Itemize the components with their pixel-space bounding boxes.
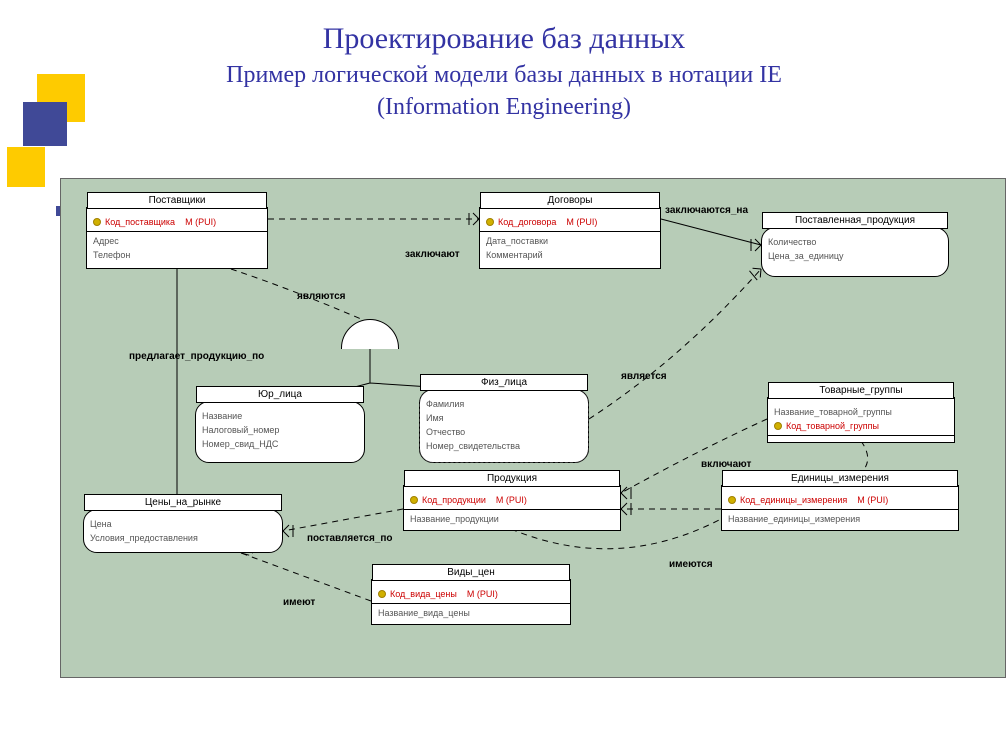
key-icon: [774, 422, 782, 430]
subtitle-2: (Information Engineering): [0, 94, 1008, 121]
key-meta: M (PUI): [566, 215, 597, 229]
edge: [283, 509, 403, 531]
key-meta: M (PUI): [185, 215, 216, 229]
attr: Условия_предоставления: [90, 531, 276, 545]
attr: Налоговый_номер: [202, 423, 358, 437]
entity-body: ЦенаУсловия_предоставления: [84, 513, 282, 549]
entity-title: Юр_лица: [196, 386, 364, 403]
attr: Количество: [768, 235, 942, 249]
entity-groups[interactable]: Товарные_группыНазвание_товарной_группыК…: [767, 397, 955, 443]
separator: [372, 603, 570, 604]
attr: Название_продукции: [410, 512, 614, 526]
relationship-label: является: [621, 371, 667, 382]
edge: [241, 553, 371, 601]
edge: [661, 219, 761, 245]
key-label: Код_продукции: [422, 493, 486, 507]
entity-suppliers[interactable]: ПоставщикиКод_поставщикаM (PUI)АдресТеле…: [86, 207, 268, 269]
separator: [87, 231, 267, 232]
key-label: Код_товарной_группы: [786, 419, 879, 433]
attr: Отчество: [426, 425, 582, 439]
relationship-label: имеют: [283, 597, 315, 608]
edge: [589, 269, 761, 419]
er-diagram: Поставщики Код_поставщика M (PUI) АдресТеле…: [60, 178, 1006, 678]
entity-body: Код_продукции M (PUI) Название_продукции: [404, 489, 620, 530]
entity-body: КоличествоЦена_за_единицу: [762, 231, 948, 267]
relationship-label: предлагает_продукцию_по: [129, 351, 264, 362]
entity-pricetypes[interactable]: Виды_ценКод_вида_ценыM (PUI)Название_вид…: [371, 579, 571, 625]
entity-contracts[interactable]: ДоговорыКод_договораM (PUI)Дата_поставки…: [479, 207, 661, 269]
key-label: Код_поставщика: [105, 215, 175, 229]
attr: Название_товарной_группы: [774, 405, 948, 419]
attr: Телефон: [93, 248, 261, 262]
subtitle-1: Пример логической модели базы данных в н…: [0, 62, 1008, 89]
attr: Название_вида_цены: [378, 606, 564, 620]
entity-title: Поставщики: [87, 192, 267, 209]
attr: Дата_поставки: [486, 234, 654, 248]
entity-body: Код_договора M (PUI) Дата_поставкиКоммента…: [480, 211, 660, 266]
entity-body: ФамилияИмяОтчествоНомер_свидетельства: [420, 393, 588, 457]
attr: Комментарий: [486, 248, 654, 262]
key-icon: [378, 590, 386, 598]
entity-title: Цены_на_рынке: [84, 494, 282, 511]
separator: [768, 435, 954, 436]
key-icon: [728, 496, 736, 504]
attr: Имя: [426, 411, 582, 425]
relationship-label: поставляется_по: [307, 533, 393, 544]
relationship-label: заключаются_на: [665, 205, 748, 216]
entity-title: Товарные_группы: [768, 382, 954, 399]
key-meta: M (PUI): [467, 587, 498, 601]
attr: Название_единицы_измерения: [728, 512, 952, 526]
relationship-label: заключают: [405, 249, 460, 260]
entity-title: Единицы_измерения: [722, 470, 958, 487]
entity-units[interactable]: Единицы_измеренияКод_единицы_измеренияM …: [721, 485, 959, 531]
entity-prices[interactable]: Цены_на_рынкеЦенаУсловия_предоставления: [83, 509, 283, 553]
page-title: Проектирование баз данных: [0, 22, 1008, 56]
attr-key: Код_товарной_группы: [774, 419, 948, 433]
entity-title: Поставленная_продукция: [762, 212, 948, 229]
attr: Цена: [90, 517, 276, 531]
entity-title: Физ_лица: [420, 374, 588, 391]
attr-key: Код_договора M (PUI): [486, 215, 654, 229]
key-label: Код_договора: [498, 215, 556, 229]
key-meta: M (PUI): [857, 493, 888, 507]
separator: [480, 231, 660, 232]
entity-body: Название_товарной_группыКод_товарной_гру…: [768, 401, 954, 442]
separator: [404, 509, 620, 510]
entity-body: НазваниеНалоговый_номерНомер_свид_НДС: [196, 405, 364, 455]
relationship-label: являются: [297, 291, 346, 302]
attr-key: Код_вида_цены M (PUI): [378, 587, 564, 601]
crowsfoot-icon: [283, 525, 293, 537]
entity-title: Виды_цен: [372, 564, 570, 581]
entity-body: Код_поставщика M (PUI) АдресТелефон: [87, 211, 267, 266]
key-label: Код_вида_цены: [390, 587, 457, 601]
relationship-label: имеются: [669, 559, 713, 570]
attr: Фамилия: [426, 397, 582, 411]
key-icon: [486, 218, 494, 226]
separator: [722, 509, 958, 510]
attr-key: Код_поставщика M (PUI): [93, 215, 261, 229]
attr: Название: [202, 409, 358, 423]
key-icon: [93, 218, 101, 226]
entity-title: Продукция: [404, 470, 620, 487]
attr: Цена_за_единицу: [768, 249, 942, 263]
attr-key: Код_единицы_измерения M (PUI): [728, 493, 952, 507]
entity-person[interactable]: Физ_лицаФамилияИмяОтчествоНомер_свидетел…: [419, 389, 589, 463]
attr: Номер_свидетельства: [426, 439, 582, 453]
attr: Адрес: [93, 234, 261, 248]
entity-delivered[interactable]: Поставленная_продукцияКоличествоЦена_за_…: [761, 227, 949, 277]
entity-products[interactable]: ПродукцияКод_продукцииM (PUI)Название_пр…: [403, 485, 621, 531]
key-meta: M (PUI): [496, 493, 527, 507]
entity-body: Код_единицы_измерения M (PUI) Название_еди…: [722, 489, 958, 530]
entity-title: Договоры: [480, 192, 660, 209]
key-label: Код_единицы_измерения: [740, 493, 847, 507]
relationship-label: включают: [701, 459, 751, 470]
attr-key: Код_продукции M (PUI): [410, 493, 614, 507]
entity-body: Код_вида_цены M (PUI) Название_вида_цены: [372, 583, 570, 624]
key-icon: [410, 496, 418, 504]
deco-yellow-2: [7, 147, 45, 187]
entity-legal[interactable]: Юр_лицаНазваниеНалоговый_номерНомер_свид…: [195, 401, 365, 463]
attr: Номер_свид_НДС: [202, 437, 358, 451]
